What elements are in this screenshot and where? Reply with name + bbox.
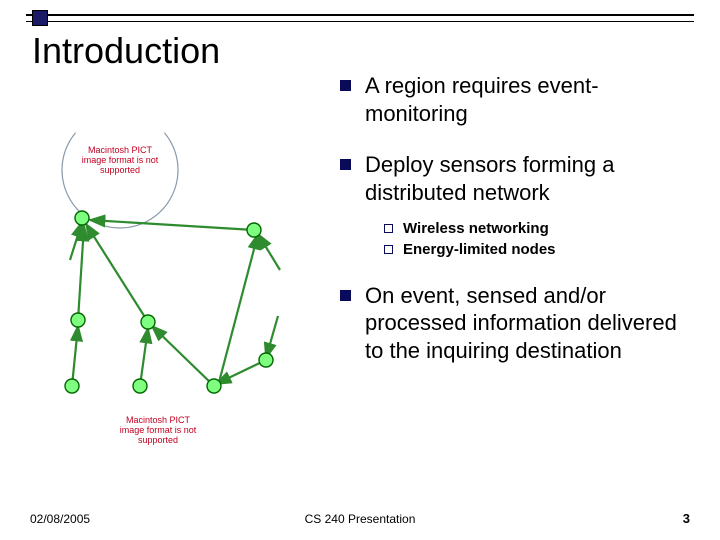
page-number: 3 (683, 511, 690, 526)
square-bullet-icon (340, 159, 351, 170)
header-accent-square (32, 10, 48, 26)
square-bullet-icon (340, 80, 351, 91)
sub-bullet-item: Wireless networking (384, 220, 690, 239)
slide-title: Introduction (32, 30, 220, 72)
pict-placeholder-icon: Macintosh PICT image format is not suppo… (118, 416, 198, 446)
bullet-item: On event, sensed and/or processed inform… (340, 282, 690, 365)
sub-bullet-text: Wireless networking (403, 220, 549, 239)
bullet-text: On event, sensed and/or processed inform… (365, 282, 690, 365)
sub-bullet-text: Energy-limited nodes (403, 241, 556, 260)
sub-bullet-item: Energy-limited nodes (384, 241, 690, 260)
hollow-bullet-icon (384, 245, 393, 254)
network-diagram: Macintosh PICT image format is not suppo… (30, 100, 320, 460)
bullet-item: A region requires event-monitoring (340, 72, 690, 127)
bullet-text: Deploy sensors forming a distributed net… (365, 151, 690, 206)
bullet-text: A region requires event-monitoring (365, 72, 690, 127)
square-bullet-icon (340, 290, 351, 301)
bullet-item: Deploy sensors forming a distributed net… (340, 151, 690, 206)
header-rule (26, 14, 694, 22)
bullet-list: A region requires event-monitoring Deplo… (340, 72, 690, 388)
pict-placeholder-icon: Macintosh PICT image format is not suppo… (80, 146, 160, 176)
sub-bullet-list: Wireless networking Energy-limited nodes (384, 220, 690, 260)
hollow-bullet-icon (384, 224, 393, 233)
footer-title: CS 240 Presentation (0, 512, 720, 526)
